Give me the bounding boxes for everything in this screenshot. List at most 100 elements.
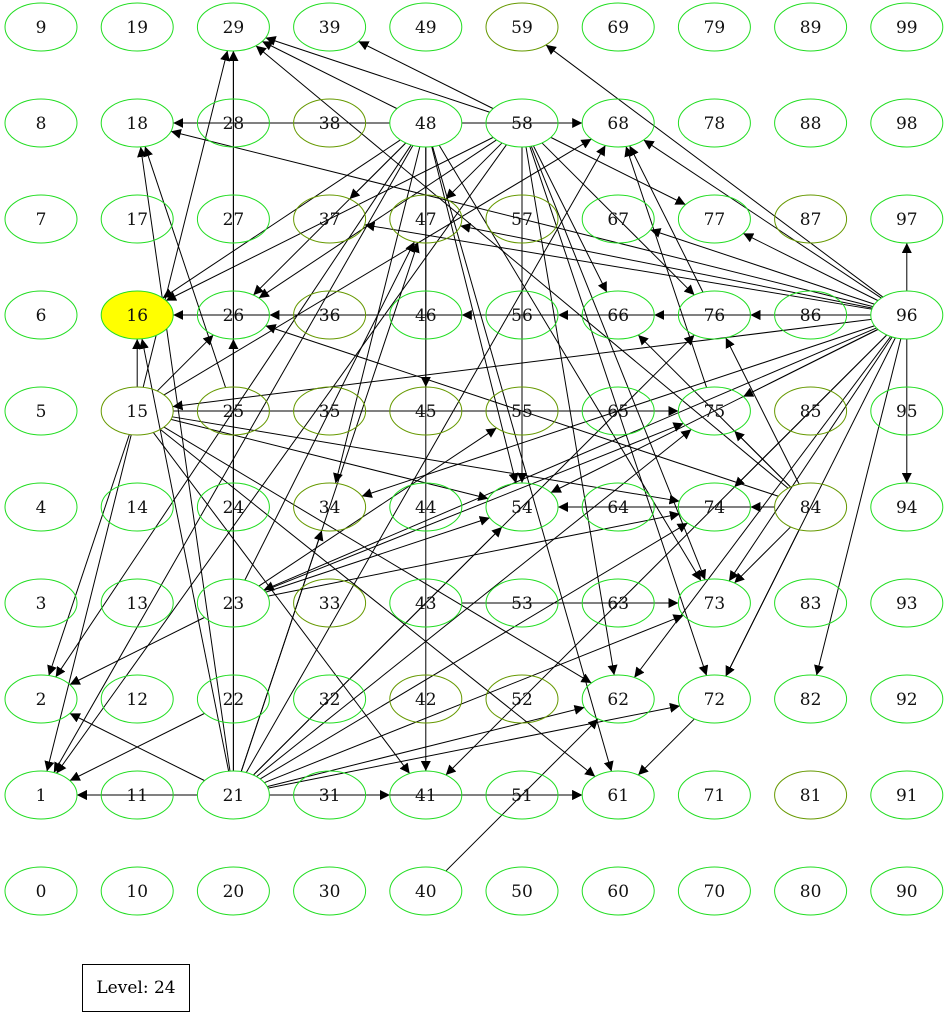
node-ellipse-97 xyxy=(870,194,944,244)
graph-node-71: 71 xyxy=(677,770,751,820)
graph-node-78: 78 xyxy=(677,98,751,148)
node-label-18: 18 xyxy=(126,114,148,134)
edge-23-to-55 xyxy=(258,427,497,587)
graph-node-24: 24 xyxy=(196,482,270,532)
graph-node-64: 64 xyxy=(581,482,655,532)
node-label-22: 22 xyxy=(223,690,245,710)
graph-node-89: 89 xyxy=(774,2,848,52)
node-label-9: 9 xyxy=(36,18,47,38)
node-label-88: 88 xyxy=(800,114,822,134)
node-ellipse-67 xyxy=(581,194,655,244)
graph-node-32: 32 xyxy=(293,674,367,724)
node-ellipse-37 xyxy=(293,194,367,244)
node-label-43: 43 xyxy=(415,594,437,614)
node-label-36: 36 xyxy=(319,306,341,326)
edge-96-to-67 xyxy=(650,228,875,305)
node-label-28: 28 xyxy=(223,114,245,134)
node-ellipse-92 xyxy=(870,674,944,724)
graph-node-28: 28 xyxy=(196,98,270,148)
edge-84-to-72 xyxy=(725,529,800,677)
node-ellipse-54 xyxy=(485,482,559,532)
graph-node-88: 88 xyxy=(774,98,848,148)
node-label-48: 48 xyxy=(415,114,437,134)
graph-node-7: 7 xyxy=(4,194,78,244)
node-ellipse-64 xyxy=(581,482,655,532)
edge-96-to-59 xyxy=(545,44,884,298)
node-ellipse-57 xyxy=(485,194,559,244)
edge-23-to-54 xyxy=(265,516,490,593)
graph-node-16: 16 xyxy=(100,290,174,340)
edge-96-to-18 xyxy=(170,128,874,308)
graph-node-26: 26 xyxy=(196,290,270,340)
edge-96-to-23 xyxy=(263,327,877,591)
edge-58-to-26 xyxy=(258,139,497,299)
graph-node-19: 19 xyxy=(100,2,174,52)
graph-node-51: 51 xyxy=(485,770,559,820)
node-label-38: 38 xyxy=(319,114,341,134)
node-ellipse-3 xyxy=(4,578,78,628)
node-label-10: 10 xyxy=(126,882,148,902)
edge-15-to-68 xyxy=(163,138,592,396)
node-ellipse-38 xyxy=(293,98,367,148)
node-ellipse-50 xyxy=(485,866,559,916)
edge-23-to-75 xyxy=(264,422,684,592)
node-label-56: 56 xyxy=(511,306,533,326)
graph-node-84: 84 xyxy=(774,482,848,532)
graph-node-59: 59 xyxy=(485,2,559,52)
node-ellipse-73 xyxy=(677,578,751,628)
edge-21-to-16 xyxy=(139,338,230,772)
node-ellipse-58 xyxy=(485,98,559,148)
graph-node-83: 83 xyxy=(774,578,848,628)
node-label-12: 12 xyxy=(126,690,148,710)
graph-node-80: 80 xyxy=(774,866,848,916)
node-ellipse-85 xyxy=(774,386,848,436)
graph-node-6: 6 xyxy=(4,290,78,340)
node-ellipse-94 xyxy=(870,482,944,532)
node-ellipse-70 xyxy=(677,866,751,916)
node-label-83: 83 xyxy=(800,594,822,614)
node-label-77: 77 xyxy=(704,210,726,230)
node-label-99: 99 xyxy=(896,18,918,38)
graph-node-21: 21 xyxy=(196,770,270,820)
edge-96-to-68 xyxy=(643,139,882,299)
edge-15-to-26 xyxy=(156,334,214,392)
node-label-27: 27 xyxy=(223,210,245,230)
node-ellipse-43 xyxy=(389,578,463,628)
graph-node-0: 0 xyxy=(4,866,78,916)
edge-84-to-75 xyxy=(734,430,791,488)
node-ellipse-78 xyxy=(677,98,751,148)
node-ellipse-15 xyxy=(100,386,174,436)
node-ellipse-89 xyxy=(774,2,848,52)
node-label-51: 51 xyxy=(511,786,533,806)
node-ellipse-14 xyxy=(100,482,174,532)
node-ellipse-95 xyxy=(870,386,944,436)
node-ellipse-29 xyxy=(196,2,270,52)
node-ellipse-36 xyxy=(293,290,367,340)
graph-node-86: 86 xyxy=(774,290,848,340)
graph-node-96: 96 xyxy=(870,290,944,340)
graph-node-77: 77 xyxy=(677,194,751,244)
node-label-75: 75 xyxy=(704,402,726,422)
node-label-47: 47 xyxy=(415,210,437,230)
node-label-4: 4 xyxy=(36,498,47,518)
node-ellipse-91 xyxy=(870,770,944,820)
graph-node-41: 41 xyxy=(389,770,463,820)
node-ellipse-32 xyxy=(293,674,367,724)
graph-node-17: 17 xyxy=(100,194,174,244)
edge-84-to-29 xyxy=(255,45,789,489)
node-ellipse-82 xyxy=(774,674,848,724)
graph-node-33: 33 xyxy=(293,578,367,628)
graph-node-5: 5 xyxy=(4,386,78,436)
edge-96-to-15 xyxy=(172,318,872,411)
node-ellipse-46 xyxy=(389,290,463,340)
node-ellipse-53 xyxy=(485,578,559,628)
graph-node-29: 29 xyxy=(196,2,270,52)
edge-58-to-39 xyxy=(358,40,494,110)
node-ellipse-7 xyxy=(4,194,78,244)
node-label-96: 96 xyxy=(896,306,918,326)
node-ellipse-18 xyxy=(100,98,174,148)
graph-node-11: 11 xyxy=(100,770,174,820)
node-ellipse-30 xyxy=(293,866,367,916)
node-label-58: 58 xyxy=(511,114,533,134)
node-ellipse-55 xyxy=(485,386,559,436)
